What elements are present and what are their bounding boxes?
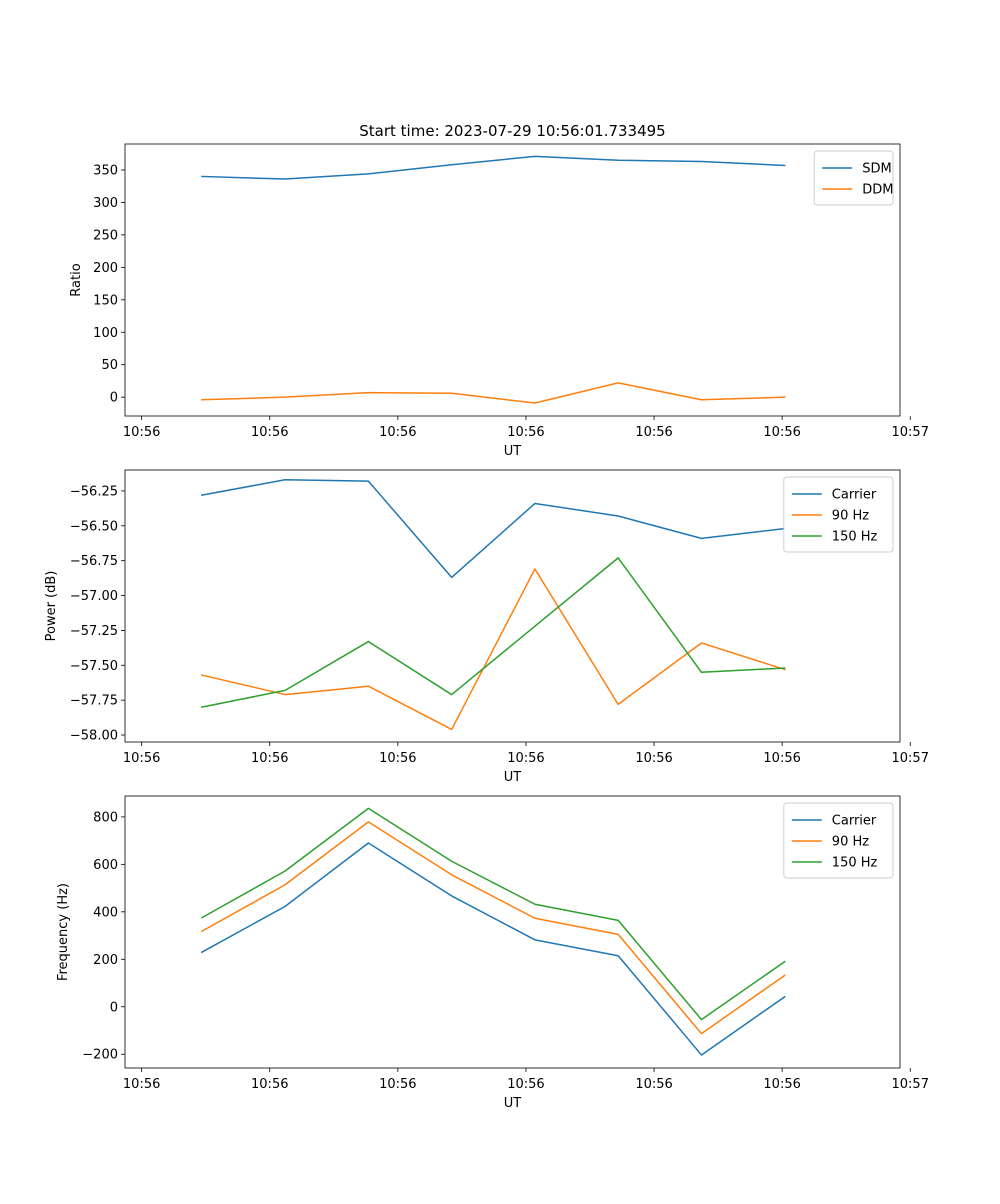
- series-line-90-hz: [200, 821, 786, 1035]
- x-tick-label: 10:56: [123, 751, 160, 766]
- x-axis-label: UT: [504, 444, 522, 459]
- series-line-sdm: [201, 155, 786, 180]
- legend: Carrier 90 Hz 150 Hz: [783, 476, 894, 553]
- series-line-150-hz: [200, 557, 786, 709]
- chart-panel-2: 10:56 10:56 10:56 10:56 10:56 10:56 10:57 −58.0…: [44, 469, 929, 785]
- y-axis-label: Ratio: [69, 263, 84, 296]
- y-tick-label: 50: [101, 358, 118, 373]
- y-tick-label: −56.25: [70, 484, 118, 499]
- y-tick-label: −57.00: [70, 589, 118, 604]
- legend-label: 150 Hz: [832, 856, 878, 871]
- x-tick-label: 10:56: [763, 1077, 800, 1092]
- figure-title: Start time: 2023-07-29 10:56:01.733495: [359, 122, 665, 140]
- y-tick-label: 300: [93, 196, 118, 211]
- x-tick-label: 10:57: [892, 751, 929, 766]
- y-tick-label: 400: [93, 905, 118, 920]
- axes-frame: [124, 795, 901, 1069]
- legend-label: SDM: [862, 162, 891, 177]
- series-line-ddm: [201, 382, 786, 404]
- y-tick-label: 200: [93, 953, 118, 968]
- y-tick-label: −200: [82, 1048, 118, 1063]
- y-tick-label: −56.50: [70, 519, 118, 534]
- legend-label: DDM: [862, 183, 893, 198]
- x-tick-label: 10:56: [251, 751, 288, 766]
- y-tick-label: 800: [93, 810, 118, 825]
- legend-label: Carrier: [832, 488, 877, 503]
- x-tick-label: 10:56: [251, 425, 288, 440]
- x-tick-label: 10:56: [635, 751, 672, 766]
- x-tick-label: 10:56: [507, 751, 544, 766]
- y-axis-label: Frequency (Hz): [56, 883, 71, 981]
- series-line-150-hz: [200, 807, 786, 1021]
- x-tick-label: 10:56: [251, 1077, 288, 1092]
- series-line-carrier: [200, 479, 786, 579]
- y-tick-label: 600: [93, 858, 118, 873]
- chart-panel-1: 10:56 10:56 10:56 10:56 10:56 10:56 10:57 0 50 10…: [69, 143, 929, 459]
- legend-label: 90 Hz: [832, 835, 869, 850]
- y-tick-label: 100: [93, 326, 118, 341]
- x-axis-label: UT: [504, 1096, 522, 1111]
- x-tick-label: 10:56: [763, 425, 800, 440]
- x-tick-label: 10:57: [892, 1077, 929, 1092]
- y-axis-label: Power (dB): [44, 571, 59, 642]
- x-tick-label: 10:56: [379, 1077, 416, 1092]
- x-tick-label: 10:56: [123, 1077, 160, 1092]
- y-tick-label: 0: [110, 391, 118, 406]
- axes-frame: [124, 469, 901, 743]
- x-tick-label: 10:56: [379, 425, 416, 440]
- x-tick-label: 10:56: [507, 1077, 544, 1092]
- legend-label: 150 Hz: [832, 530, 878, 545]
- y-tick-label: 0: [110, 1000, 118, 1015]
- y-tick-label: 200: [93, 261, 118, 276]
- panels: 10:56 10:56 10:56 10:56 10:56 10:56 10:57 0 50 10…: [44, 143, 929, 1111]
- x-tick-label: 10:56: [763, 751, 800, 766]
- x-axis-label: UT: [504, 770, 522, 785]
- y-tick-label: 250: [93, 228, 118, 243]
- y-tick-label: 150: [93, 293, 118, 308]
- x-tick-label: 10:56: [379, 751, 416, 766]
- y-tick-label: −57.50: [70, 659, 118, 674]
- y-tick-label: −56.75: [70, 554, 118, 569]
- y-tick-label: −57.75: [70, 694, 118, 709]
- legend-label: Carrier: [832, 814, 877, 829]
- y-tick-label: 350: [93, 163, 118, 178]
- legend-box: [783, 802, 894, 879]
- chart-panel-3: 10:56 10:56 10:56 10:56 10:56 10:56 10:57 −200 0…: [56, 795, 929, 1111]
- x-tick-label: 10:57: [892, 425, 929, 440]
- y-tick-label: −57.25: [70, 624, 118, 639]
- axes-frame: [124, 143, 901, 417]
- series-line-carrier: [200, 842, 786, 1056]
- x-tick-label: 10:56: [507, 425, 544, 440]
- legend: SDM DDM: [813, 150, 894, 206]
- x-tick-label: 10:56: [635, 425, 672, 440]
- y-tick-label: −58.00: [70, 729, 118, 744]
- legend-label: 90 Hz: [832, 509, 869, 524]
- x-tick-label: 10:56: [635, 1077, 672, 1092]
- legend-box: [783, 476, 894, 553]
- legend: Carrier 90 Hz 150 Hz: [783, 802, 894, 879]
- x-tick-label: 10:56: [123, 425, 160, 440]
- legend-box: [813, 150, 894, 206]
